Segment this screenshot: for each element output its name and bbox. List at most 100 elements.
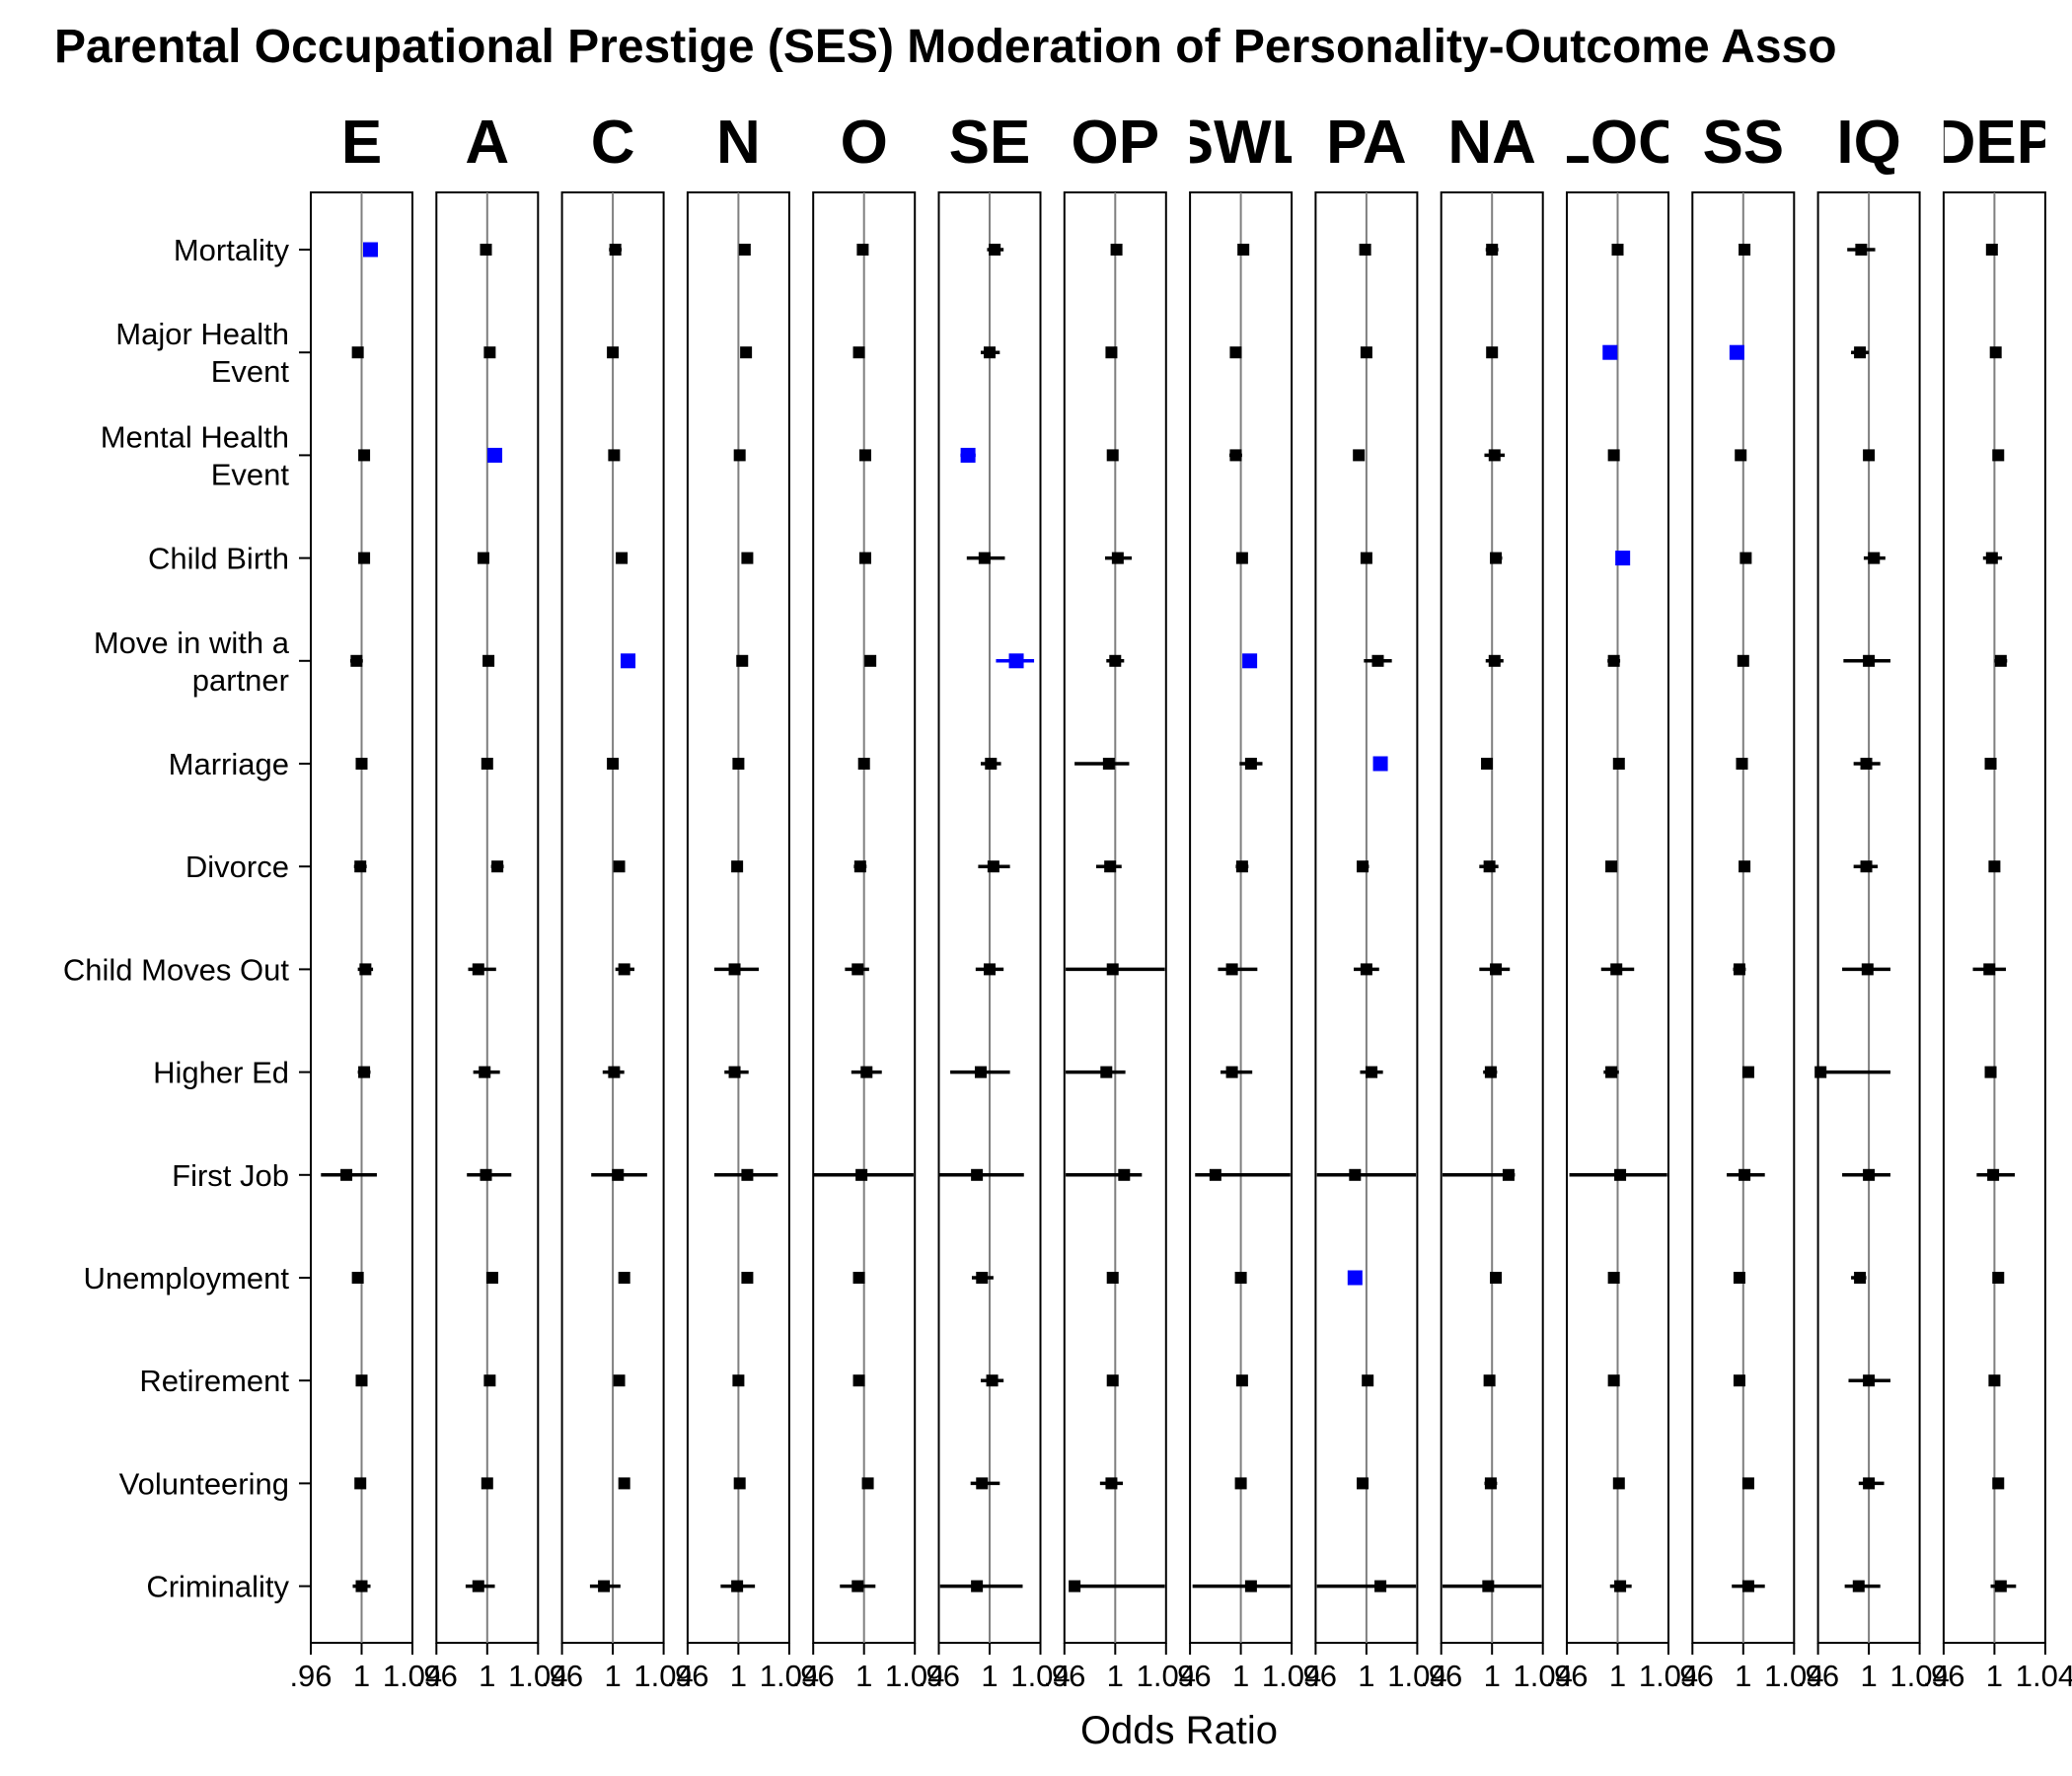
outcome-label: Mortality (174, 233, 290, 267)
estimate-point (1109, 654, 1122, 667)
estimate-point (1863, 1477, 1876, 1490)
estimate-point (1607, 654, 1620, 667)
estimate-point (1739, 1168, 1751, 1181)
x-tick-label: 1.04 (1010, 1659, 1070, 1693)
facet-panel-na: .96 1 1.04 (1420, 191, 1573, 1693)
estimate-point (472, 963, 484, 976)
estimate-point (1994, 654, 2007, 667)
estimate-point (351, 346, 364, 359)
estimate-point (1484, 1477, 1497, 1490)
estimate-point (1733, 963, 1745, 976)
estimate-point (1486, 346, 1499, 359)
estimate-point (984, 963, 996, 976)
estimate-point (1992, 1477, 2005, 1490)
estimate-point (1614, 1168, 1627, 1181)
estimate-point (1357, 860, 1369, 873)
facet-label-a: A (465, 109, 509, 177)
x-tick-label: .96 (918, 1659, 960, 1693)
estimate-point (1102, 758, 1115, 770)
estimate-point (477, 552, 489, 564)
estimate-point (974, 1066, 987, 1078)
estimate-point (858, 449, 871, 462)
estimate-point (1244, 1580, 1257, 1592)
x-tick-label: 1 (1609, 1659, 1626, 1693)
facet-panel-pa: .96 1 1.04 (1295, 191, 1447, 1693)
facet-panel-dep: .96 1 1.04 (1922, 191, 2072, 1693)
x-tick-label: .96 (792, 1659, 835, 1693)
estimate-point (1360, 346, 1372, 359)
estimate-point (1225, 1066, 1238, 1078)
estimate-point (728, 963, 741, 976)
estimate-point (731, 1580, 744, 1592)
estimate-point (978, 552, 991, 564)
estimate-point (1611, 244, 1624, 256)
estimate-point (608, 449, 621, 462)
estimate-point (1118, 1168, 1131, 1181)
estimate-point (1106, 1272, 1119, 1284)
estimate-point (1984, 1066, 1997, 1078)
estimate-point (1992, 1272, 2005, 1284)
estimate-point (613, 1374, 626, 1387)
estimate-point (1490, 552, 1503, 564)
estimate-point (483, 346, 496, 359)
estimate-point-significant (1347, 1270, 1363, 1286)
estimate-point (1985, 244, 1998, 256)
x-tick-label: 1 (1986, 1659, 2003, 1693)
x-tick-label: .96 (1797, 1659, 1839, 1693)
estimate-point (1735, 449, 1747, 462)
estimate-point (1607, 1272, 1620, 1284)
x-tick-label: 1.04 (383, 1659, 442, 1693)
x-tick-label: 1.04 (633, 1659, 693, 1693)
estimate-point (1235, 552, 1248, 564)
estimate-point-significant (960, 447, 976, 463)
estimate-point (612, 1168, 625, 1181)
estimate-point (481, 1477, 493, 1490)
estimate-point (1371, 654, 1384, 667)
estimate-point (1863, 1374, 1876, 1387)
outcome-label: Major Health Event (115, 317, 289, 389)
estimate-point (1235, 860, 1248, 873)
estimate-point (1234, 1272, 1247, 1284)
x-tick-label: .96 (1420, 1659, 1462, 1693)
estimate-point (609, 244, 622, 256)
facet-panel-n: .96 1 1.04 (666, 191, 819, 1693)
x-tick-label: 1 (604, 1659, 621, 1693)
x-axis-title: Odds Ratio (1080, 1709, 1278, 1752)
facet-label-e: E (341, 109, 382, 177)
facet-panel-loc: .96 1 1.04 (1545, 191, 1698, 1693)
estimate-point (1863, 449, 1876, 462)
estimate-point (1482, 1580, 1495, 1592)
estimate-point (1111, 552, 1124, 564)
x-tick-label: .96 (1922, 1659, 1964, 1693)
estimate-point (987, 860, 999, 873)
estimate-point (1105, 346, 1118, 359)
estimate-point (971, 1580, 984, 1592)
outcome-label: Criminality (146, 1570, 289, 1604)
estimate-point (984, 346, 996, 359)
facet-label-swl: SWL (1173, 109, 1309, 177)
estimate-point (480, 244, 492, 256)
estimate-point (731, 860, 744, 873)
estimate-point (1483, 860, 1496, 873)
facet-label-o: O (841, 109, 888, 177)
estimate-point (491, 860, 504, 873)
x-tick-label: 1.04 (1387, 1659, 1446, 1693)
x-tick-label: 1 (1860, 1659, 1877, 1693)
estimate-point (482, 654, 495, 667)
x-tick-label: .96 (289, 1659, 332, 1693)
estimate-point-significant (1729, 344, 1744, 360)
estimate-point (852, 346, 865, 359)
x-tick-label: .96 (415, 1659, 458, 1693)
facet-panel-c: .96 1 1.04 (541, 191, 694, 1693)
estimate-point (1481, 758, 1494, 770)
estimate-point (1605, 1066, 1618, 1078)
estimate-point (354, 1477, 367, 1490)
estimate-point (1607, 1374, 1620, 1387)
estimate-point (1483, 1374, 1496, 1387)
estimate-point (350, 654, 363, 667)
estimate-point (855, 1168, 868, 1181)
x-tick-label: 1 (1107, 1659, 1124, 1693)
estimate-point (1814, 1066, 1827, 1078)
estimate-point (479, 1066, 491, 1078)
estimate-point (733, 449, 746, 462)
